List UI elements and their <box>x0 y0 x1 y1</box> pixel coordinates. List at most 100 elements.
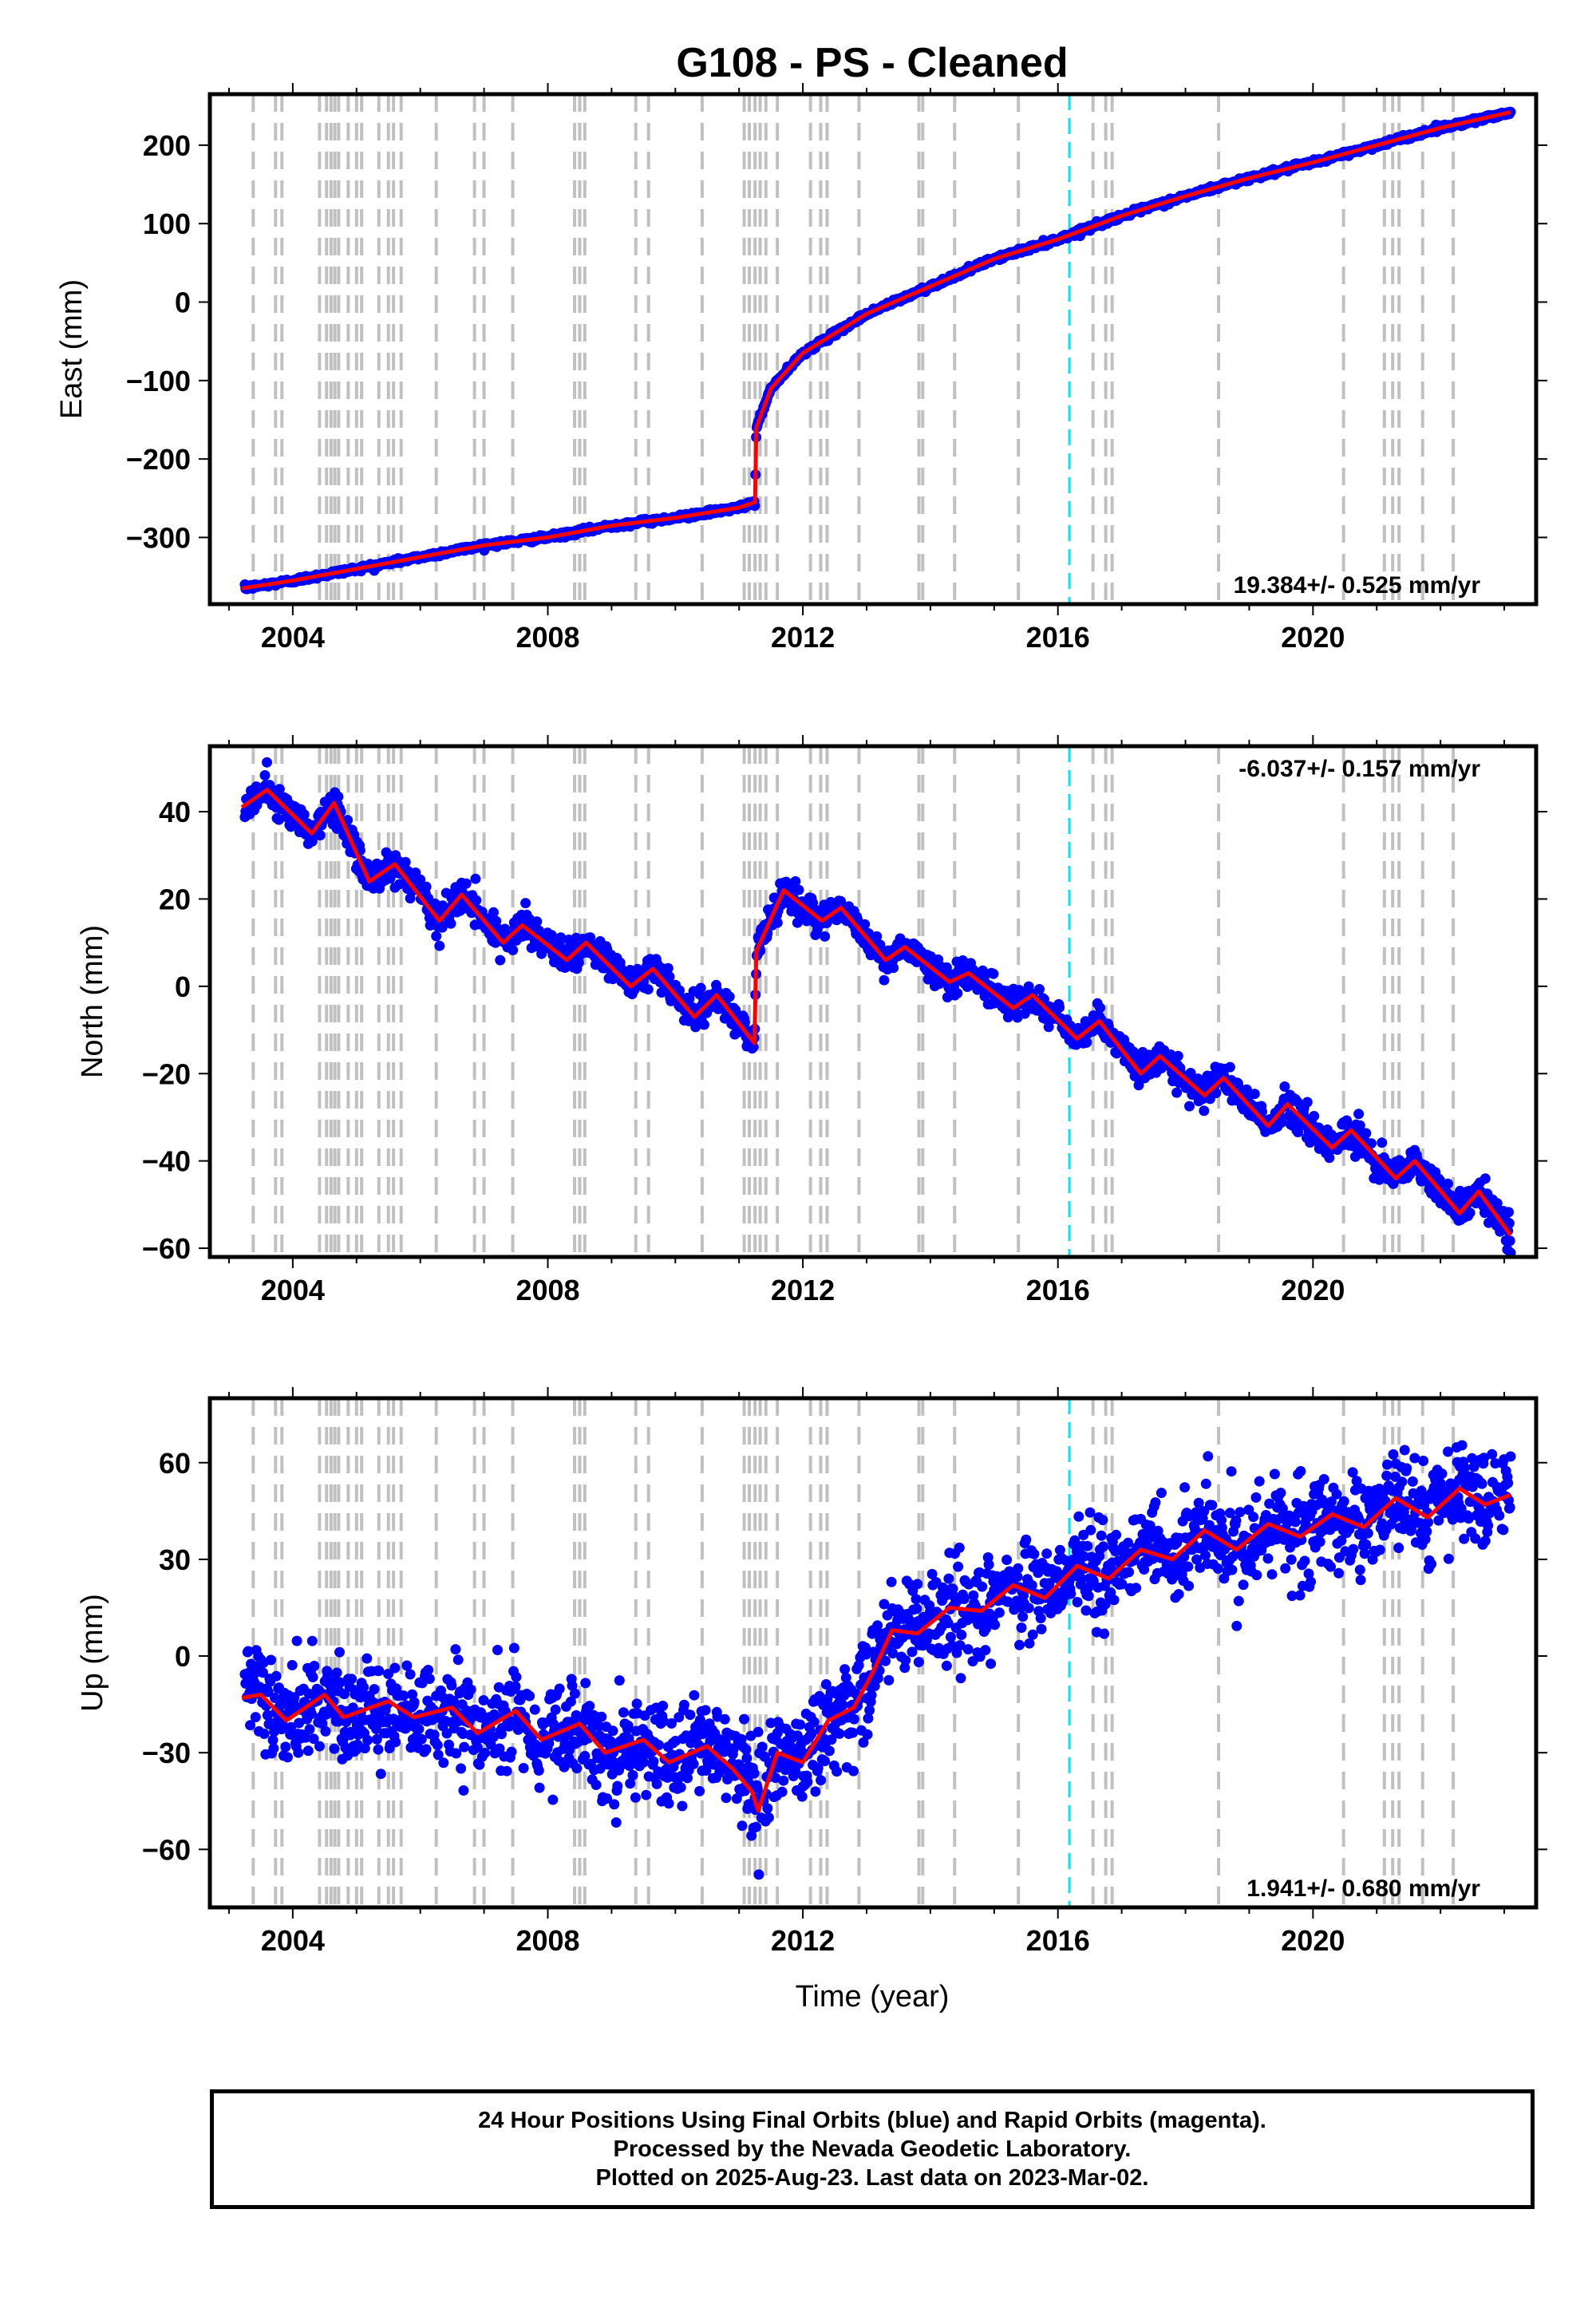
data-point <box>1211 1088 1222 1098</box>
plot-area-up <box>239 1398 1516 1907</box>
data-point <box>1443 1178 1453 1189</box>
data-point <box>571 1763 583 1774</box>
data-point <box>677 1800 688 1812</box>
data-point <box>806 1728 817 1739</box>
data-point <box>291 1635 302 1646</box>
data-point <box>383 1669 393 1679</box>
data-point <box>695 982 706 994</box>
data-point <box>307 1672 318 1682</box>
data-point <box>304 1724 315 1735</box>
data-point <box>753 1869 764 1880</box>
data-point <box>567 1680 578 1691</box>
data-point <box>757 1741 768 1753</box>
x-tick-label: 2012 <box>771 1274 835 1306</box>
data-point <box>1504 1235 1515 1247</box>
data-point <box>612 1780 623 1792</box>
y-tick-label: 0 <box>175 287 191 319</box>
y-tick-label: 40 <box>159 796 191 828</box>
data-point <box>286 1721 297 1733</box>
data-point <box>569 1688 580 1699</box>
data-point <box>1171 1087 1183 1098</box>
data-point <box>416 1733 427 1745</box>
data-point <box>1054 1002 1065 1013</box>
data-point <box>630 1792 641 1803</box>
data-point <box>763 1812 774 1823</box>
x-tick-label: 2008 <box>516 621 579 654</box>
data-point <box>871 931 883 942</box>
model-line <box>241 110 1511 591</box>
x-axis-label: Time (year) <box>796 1980 950 2014</box>
data-point <box>648 1756 659 1767</box>
data-point <box>452 1654 464 1666</box>
data-point <box>338 1689 350 1700</box>
data-point <box>510 1681 521 1692</box>
data-point <box>654 1740 665 1751</box>
data-point <box>607 1725 618 1737</box>
data-point <box>361 1653 373 1664</box>
data-point <box>456 1763 467 1774</box>
data-point <box>824 1745 835 1757</box>
data-point <box>808 1717 820 1728</box>
data-point <box>816 1775 827 1786</box>
x-tick-label: 2020 <box>1281 1274 1345 1306</box>
data-point <box>748 1041 759 1053</box>
y-tick-label: 200 <box>143 129 191 162</box>
data-point <box>480 1748 491 1758</box>
data-point <box>579 1750 591 1761</box>
data-point <box>555 932 567 943</box>
data-point <box>375 1769 386 1780</box>
data-point <box>1309 1111 1320 1121</box>
data-point <box>401 1660 413 1671</box>
data-point <box>622 1720 634 1731</box>
data-point <box>371 1733 382 1745</box>
data-point <box>533 1765 544 1776</box>
plot-area-north <box>239 746 1516 1257</box>
data-point <box>373 1744 384 1755</box>
data-point <box>1199 1105 1210 1117</box>
data-point <box>331 1667 342 1678</box>
data-point <box>656 987 667 998</box>
data-point <box>445 918 456 929</box>
x-tick-label: 2016 <box>1026 1274 1090 1306</box>
data-point <box>1491 1198 1503 1209</box>
data-point <box>694 1785 705 1796</box>
data-point <box>259 1729 270 1739</box>
data-point <box>259 770 271 781</box>
data-point <box>642 984 654 995</box>
data-point <box>1081 1037 1092 1048</box>
data-point <box>1249 1089 1260 1100</box>
y-tick-label: −40 <box>142 1145 191 1178</box>
data-point <box>596 1711 607 1722</box>
data-point <box>271 1670 282 1682</box>
data-point <box>658 1716 669 1727</box>
data-point <box>547 1794 559 1805</box>
data-point <box>471 895 482 906</box>
data-point <box>274 784 285 795</box>
data-point <box>662 962 674 974</box>
data-point <box>369 1684 380 1695</box>
data-point <box>492 1645 503 1655</box>
data-point <box>1505 1247 1516 1257</box>
data-point <box>289 1692 300 1703</box>
data-point <box>591 1780 602 1790</box>
data-point <box>820 1679 832 1690</box>
data-point <box>448 1695 459 1706</box>
data-point <box>1279 1081 1290 1092</box>
data-point <box>520 898 531 909</box>
data-point <box>888 962 899 974</box>
x-tick-label: 2004 <box>261 1274 325 1306</box>
data-point <box>952 988 963 998</box>
data-point <box>689 1690 700 1701</box>
x-tick-label: 2012 <box>771 621 835 654</box>
data-point <box>415 874 426 885</box>
data-point <box>790 1766 801 1777</box>
data-point <box>1034 984 1045 994</box>
data-point <box>1302 1097 1313 1108</box>
data-point <box>584 1701 595 1712</box>
data-point <box>347 1702 358 1713</box>
x-tick-label: 2020 <box>1281 621 1345 654</box>
data-point <box>1464 1207 1476 1219</box>
data-point <box>270 1693 280 1703</box>
data-point <box>675 1782 686 1793</box>
data-point <box>437 922 448 933</box>
